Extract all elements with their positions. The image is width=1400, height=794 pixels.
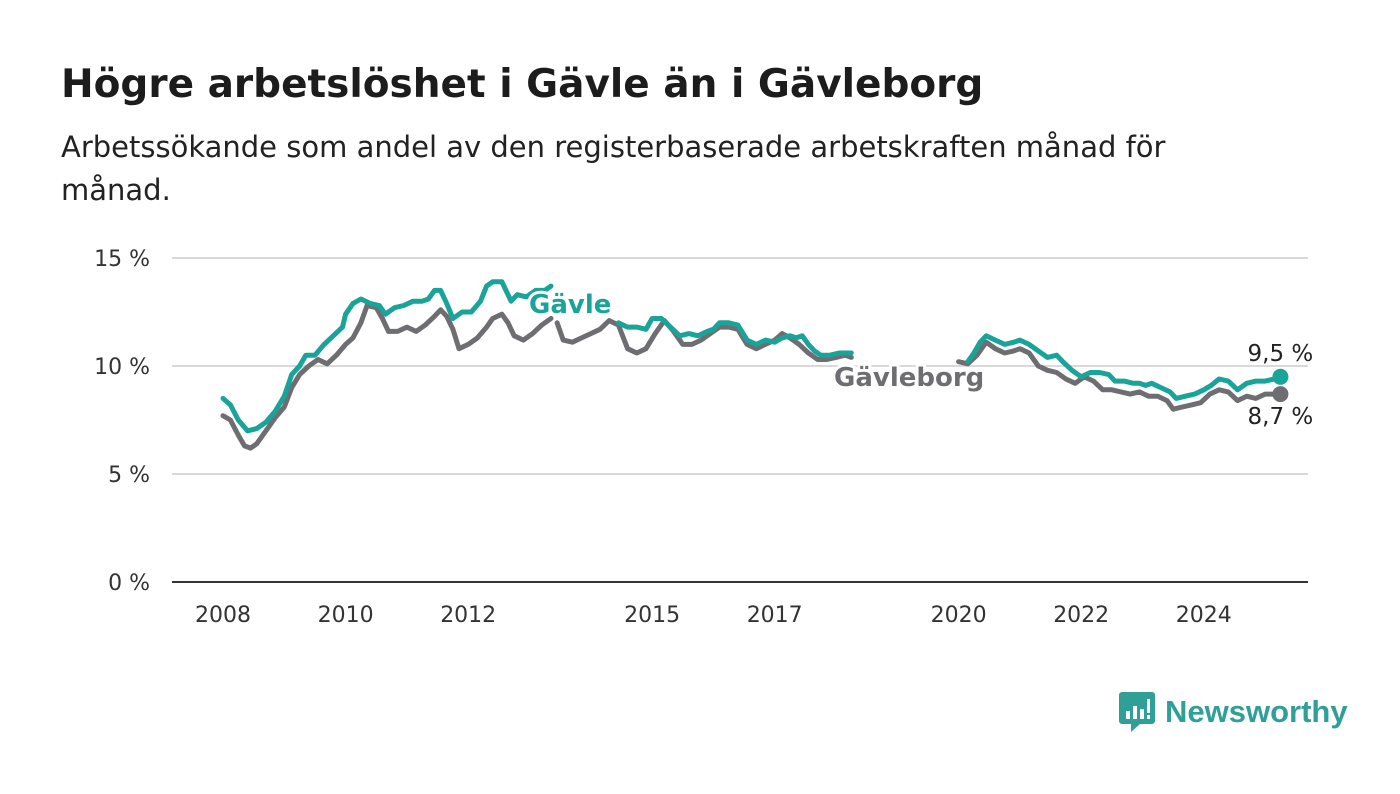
gridlines [172,257,1308,583]
y-axis-ticks: 0 % 5 % 10 % 15 % [94,247,150,596]
y-tick-label: 10 % [94,355,150,380]
series-line-gavleborg [554,318,854,362]
chart-title: Högre arbetslöshet i Gävle än i Gävlebor… [61,62,984,107]
newsworthy-logo-icon [1119,692,1155,732]
x-axis-ticks: 2008 2010 2012 2015 2017 2020 2022 2024 [195,603,1232,628]
series-line-gavle [220,279,554,434]
y-tick-label: 5 % [108,463,150,488]
x-tick-label: 2010 [318,603,374,628]
end-value-label-gavleborg: 8,7 % [1248,404,1314,430]
series-label-gavle: Gävle [529,290,611,320]
series-lines [220,279,1289,451]
x-tick-label: 2024 [1176,603,1232,628]
x-tick-label: 2012 [440,603,496,628]
x-tick-label: 2022 [1053,603,1109,628]
x-tick-label: 2017 [747,603,803,628]
x-tick-label: 2020 [931,603,987,628]
series-line-gavleborg [220,303,554,451]
brand: Newsworthy [1118,690,1348,734]
end-point-marker-gavleborg [1272,386,1289,403]
series-labels: Gävle Gävleborg 9,5 % 8,7 % [526,287,1314,430]
end-value-label-gavle: 9,5 % [1248,341,1314,367]
x-tick-label: 2015 [624,603,680,628]
x-tick-label: 2008 [195,603,251,628]
y-tick-label: 0 % [108,571,150,596]
series-label-gavleborg: Gävleborg [834,363,984,393]
end-point-marker-gavle [1272,368,1289,385]
chart-subtitle: Arbetssökande som andel av den registerb… [61,130,1166,207]
series-line-gavle [615,316,854,358]
series-line-gavle [965,333,1283,401]
series-line-gavleborg [956,339,1283,412]
brand-name: Newsworthy [1165,694,1348,729]
y-tick-label: 15 % [94,247,150,272]
